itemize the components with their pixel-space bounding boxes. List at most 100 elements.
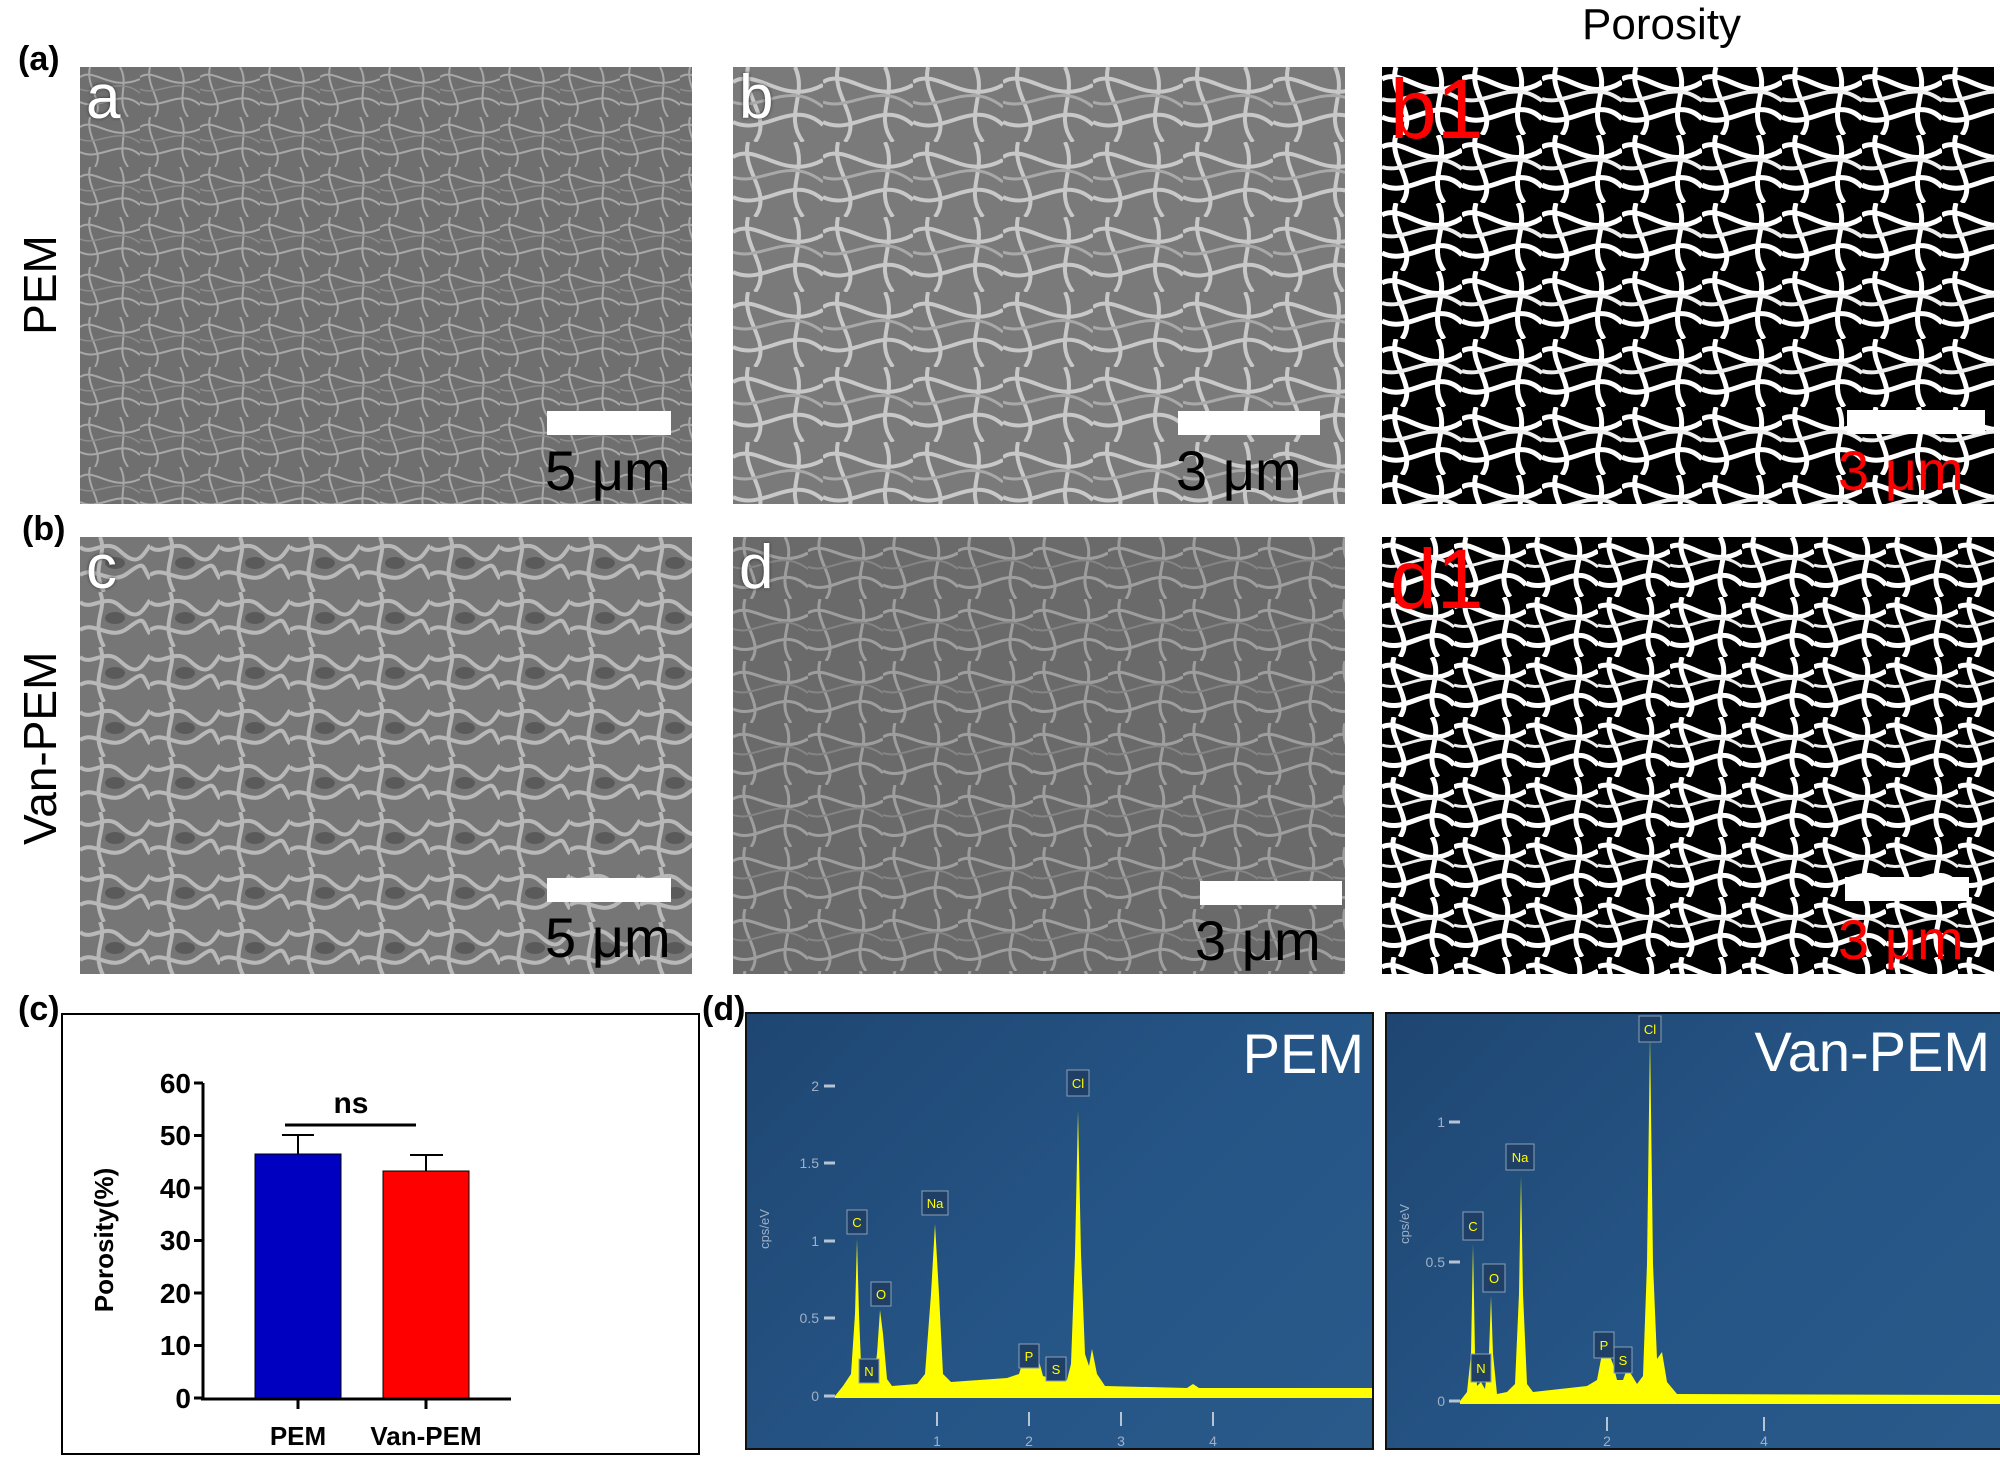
svg-text:50: 50 <box>160 1120 191 1151</box>
sem-image-c: c 5 μm <box>80 537 692 974</box>
xtick-pem: PEM <box>270 1421 326 1451</box>
image-letter-c: c <box>86 537 117 602</box>
svg-text:2: 2 <box>1603 1433 1611 1448</box>
bar-van-pem <box>382 1170 470 1399</box>
peak-label-cl: Cl <box>1066 1069 1090 1097</box>
image-letter-a: a <box>86 67 121 132</box>
svg-text:4: 4 <box>1760 1433 1768 1448</box>
svg-text:20: 20 <box>160 1278 191 1309</box>
peak-label-na: Na <box>921 1190 949 1216</box>
eds-pem-svg: 0 0.5 1 1.5 2 cps/eV 1 2 3 4 C N O Na P … <box>757 1069 1372 1448</box>
svg-text:Cl: Cl <box>1644 1022 1656 1037</box>
ytick: 0 <box>175 1383 203 1414</box>
eds-pem-spectrum <box>835 1110 1372 1398</box>
scale-text-a: 5 μm <box>545 439 671 502</box>
eds-pem-yticks <box>824 1084 835 1398</box>
svg-text:2: 2 <box>1025 1433 1033 1448</box>
ytick: 30 <box>160 1225 203 1256</box>
peak-label-p: P <box>1593 1331 1615 1359</box>
image-letter-b: b <box>739 67 774 132</box>
peak-label-o: O <box>1482 1263 1506 1293</box>
svg-text:1: 1 <box>933 1433 941 1448</box>
svg-text:P: P <box>1600 1338 1609 1353</box>
svg-text:N: N <box>1476 1361 1485 1376</box>
svg-text:0: 0 <box>1437 1393 1445 1409</box>
svg-text:S: S <box>1619 1353 1628 1368</box>
svg-text:40: 40 <box>160 1173 191 1204</box>
svg-text:0.5: 0.5 <box>1426 1254 1446 1270</box>
peak-label-cl: Cl <box>1638 1015 1662 1043</box>
image-letter-b1: b1 <box>1390 67 1484 156</box>
xtick-van-pem: Van-PEM <box>370 1421 481 1451</box>
svg-text:10: 10 <box>160 1330 191 1361</box>
scale-text-d1: 3 μm <box>1838 908 1964 971</box>
porosity-image-b1: b1 3 μm <box>1382 67 1994 504</box>
scale-bar-a <box>547 411 671 435</box>
porosity-image-d1: d1 3 μm <box>1382 537 1994 974</box>
peak-label-c: C <box>1462 1211 1484 1241</box>
row-label-van-pem: Van-PEM <box>14 651 66 845</box>
panel-label-c: (c) <box>18 990 60 1028</box>
significance-label: ns <box>333 1087 368 1120</box>
peak-label-o: O <box>870 1281 892 1307</box>
scale-text-d: 3 μm <box>1195 909 1321 972</box>
peak-label-c: C <box>846 1209 868 1235</box>
x-tick-labels: PEM Van-PEM <box>270 1421 482 1451</box>
eds-pem-title: PEM <box>1242 1022 1364 1085</box>
eds-spectrum-pem: 0 0.5 1 1.5 2 cps/eV 1 2 3 4 C N O Na P … <box>745 1012 1374 1450</box>
peak-label-s: S <box>1613 1346 1633 1374</box>
panel-label-a: (a) <box>18 40 60 78</box>
sem-image-b: b 3 μm <box>733 67 1345 504</box>
sem-image-d: d 3 μm <box>733 537 1345 974</box>
scale-bar-d1 <box>1845 877 1969 901</box>
sem-image-a: a 5 μm <box>80 67 692 504</box>
y-axis-label: Porosity(%) <box>89 1168 119 1312</box>
peak-label-n: N <box>1470 1353 1492 1383</box>
svg-text:C: C <box>1468 1219 1477 1234</box>
eds-pem-peak-labels: C N O Na P S Cl <box>846 1069 1090 1384</box>
scale-bar-d <box>1200 881 1342 905</box>
svg-text:1: 1 <box>1437 1114 1445 1130</box>
svg-text:1: 1 <box>811 1233 819 1249</box>
svg-text:3: 3 <box>1117 1433 1125 1448</box>
image-letter-d1: d1 <box>1390 537 1484 626</box>
ytick: 50 <box>160 1120 203 1151</box>
scale-text-b: 3 μm <box>1176 439 1302 502</box>
svg-text:0: 0 <box>175 1383 191 1414</box>
panel-label-b: (b) <box>22 510 66 548</box>
svg-text:0: 0 <box>811 1388 819 1404</box>
row-label-pem: PEM <box>14 235 66 335</box>
binary-fiber-texture <box>1382 537 1994 974</box>
scale-bar-b1 <box>1847 410 1985 434</box>
svg-text:N: N <box>864 1364 873 1379</box>
eds-van-pem-peak-labels: C N O Na P S Cl <box>1462 1015 1662 1383</box>
ytick: 60 <box>160 1068 203 1099</box>
eds-pem-ylabel: cps/eV <box>757 1209 772 1249</box>
panel-label-d: (d) <box>702 990 746 1028</box>
svg-text:O: O <box>876 1287 886 1302</box>
svg-text:O: O <box>1489 1271 1499 1286</box>
eds-van-pem-svg: 0 0.5 1 cps/eV 2 4 C N O Na P S Cl <box>1397 1015 2000 1448</box>
porosity-bar-chart: 0 10 20 30 40 50 60 Porosity(%) PEM Van-… <box>61 1013 700 1455</box>
svg-text:S: S <box>1052 1362 1061 1377</box>
porosity-column-title: Porosity <box>1582 0 1741 49</box>
svg-text:Na: Na <box>1512 1150 1529 1165</box>
svg-text:60: 60 <box>160 1068 191 1099</box>
svg-text:C: C <box>852 1215 861 1230</box>
peak-label-s: S <box>1045 1356 1067 1382</box>
svg-text:30: 30 <box>160 1225 191 1256</box>
ytick: 40 <box>160 1173 203 1204</box>
eds-van-pem-spectrum <box>1460 1034 2000 1404</box>
bar-chart-svg: 0 10 20 30 40 50 60 Porosity(%) PEM Van-… <box>89 1068 511 1451</box>
scale-text-c: 5 μm <box>545 906 671 969</box>
bar-pem <box>254 1153 342 1399</box>
svg-text:1.5: 1.5 <box>800 1155 820 1171</box>
ytick: 10 <box>160 1330 203 1361</box>
y-tick-labels: 0 10 20 30 40 50 60 <box>160 1068 203 1414</box>
svg-text:Na: Na <box>927 1196 944 1211</box>
peak-label-n: N <box>858 1358 880 1384</box>
svg-text:P: P <box>1025 1349 1034 1364</box>
eds-van-pem-ylabel: cps/eV <box>1397 1204 1412 1244</box>
scale-bar-b <box>1178 411 1320 435</box>
svg-text:2: 2 <box>811 1078 819 1094</box>
